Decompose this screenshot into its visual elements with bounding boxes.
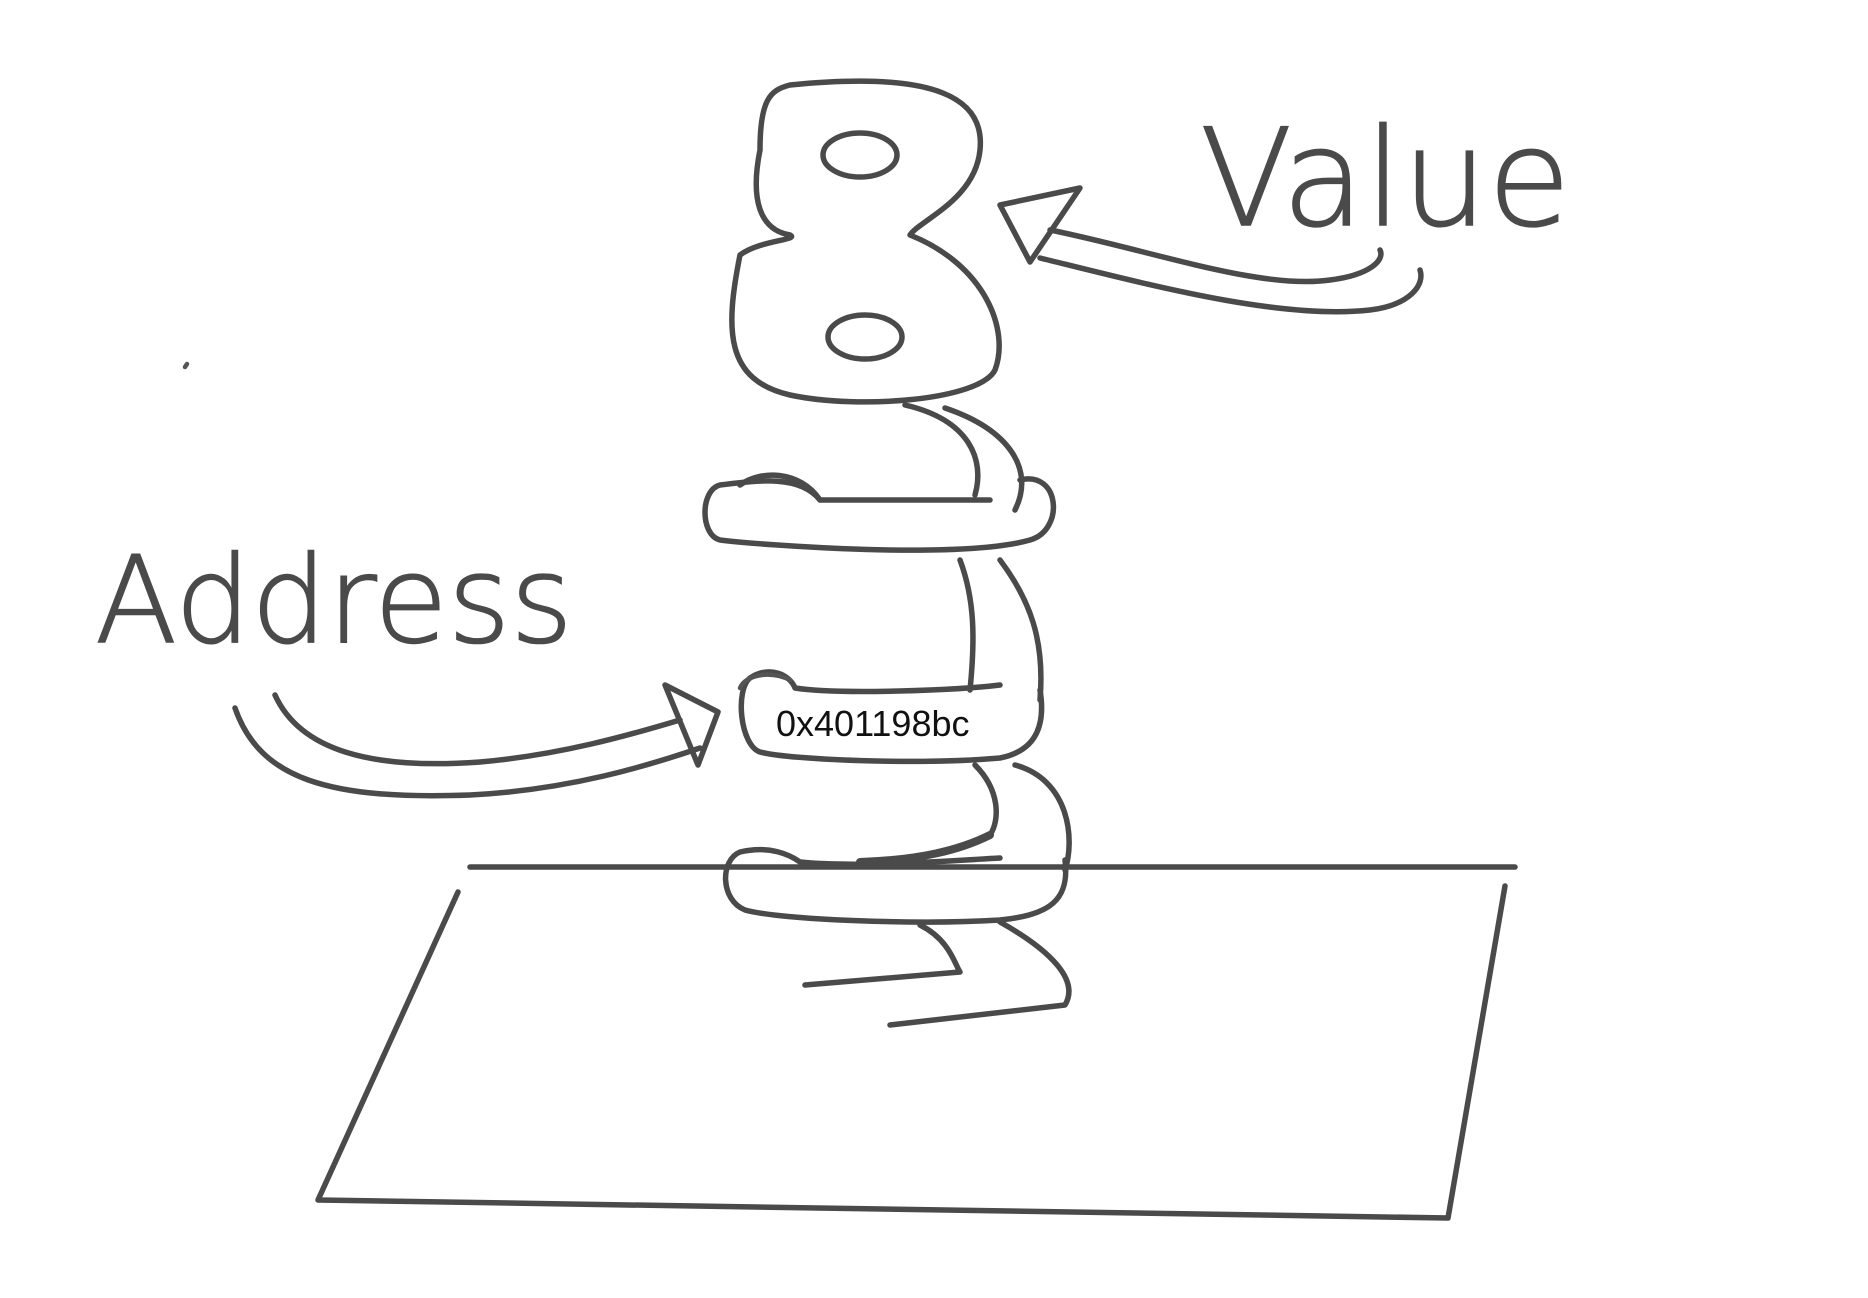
stray-mark [182,361,190,370]
address-annotation: Address [94,531,721,799]
value-label: Value [1200,100,1571,257]
address-label: Address [95,532,573,671]
digit-eight [729,78,1002,405]
address-arrow-icon [232,682,721,799]
value-arrow-icon [997,185,1424,315]
value-annotation: Value [997,99,1571,315]
address-value-label: 0x401198bc [776,703,970,744]
spring-coil [702,402,1072,1028]
table-plane [315,864,1518,1221]
